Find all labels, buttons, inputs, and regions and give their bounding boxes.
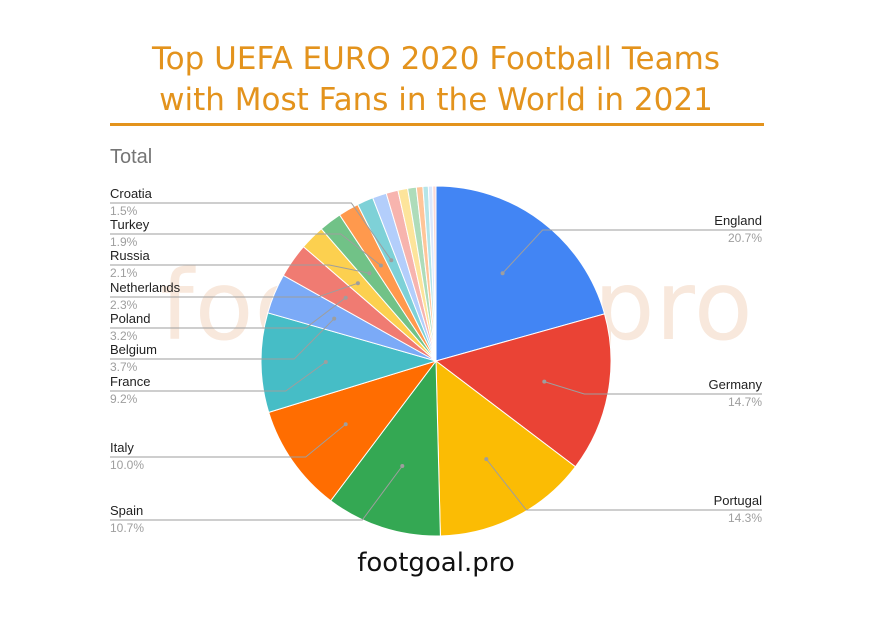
chart-title-line-2: with Most Fans in the World in 2021	[159, 82, 713, 118]
leader-dot-netherlands	[355, 281, 360, 286]
leader-dot-belgium	[332, 316, 337, 321]
slice-percent-france: 9.2%	[110, 392, 138, 406]
leader-line-germany	[544, 381, 762, 395]
slice-label-england: England	[714, 213, 762, 228]
leader-dot-germany	[542, 379, 547, 384]
chart-title-line-1: Top UEFA EURO 2020 Football Teams	[152, 41, 720, 77]
leader-line-croatia	[110, 202, 392, 261]
slice-percent-croatia: 1.5%	[110, 204, 138, 218]
slice-label-russia: Russia	[110, 248, 151, 263]
pie-slice-france[interactable]	[260, 312, 438, 413]
slice-label-italy: Italy	[110, 440, 134, 455]
leader-line-spain	[110, 465, 403, 521]
slice-percent-portugal: 14.3%	[728, 511, 762, 525]
leader-line-netherlands	[110, 282, 359, 298]
leader-line-england	[502, 229, 762, 274]
slice-percent-russia: 2.1%	[110, 266, 138, 280]
leader-dot-spain	[400, 464, 405, 468]
slice-percent-england: 20.7%	[728, 231, 762, 245]
leader-dot-france	[323, 360, 328, 364]
leader-dot-italy	[343, 422, 348, 427]
slice-label-turkey: Turkey	[110, 217, 150, 232]
leader-dot-england	[500, 271, 505, 276]
leader-dot-portugal	[484, 457, 489, 462]
slice-percent-netherlands: 2.3%	[110, 298, 138, 312]
slice-percent-spain: 10.7%	[110, 521, 144, 535]
slice-percent-poland: 3.2%	[110, 329, 138, 343]
slice-label-spain: Spain	[110, 503, 143, 518]
slice-label-germany: Germany	[709, 377, 763, 392]
pie-slice-portugal[interactable]	[435, 359, 577, 537]
title-underline	[110, 123, 764, 126]
pie-slice-england[interactable]	[435, 185, 606, 362]
pie-slice-italy[interactable]	[268, 360, 438, 502]
slice-percent-belgium: 3.7%	[110, 360, 138, 374]
slice-label-france: France	[110, 374, 150, 389]
leader-line-poland	[110, 297, 347, 329]
slice-percent-italy: 10.0%	[110, 458, 144, 472]
leader-dot-turkey	[378, 263, 383, 268]
chart-subtitle: Total	[110, 146, 153, 168]
leader-line-france	[110, 361, 327, 392]
leader-dot-russia	[367, 271, 372, 276]
slice-label-belgium: Belgium	[110, 342, 157, 357]
leader-line-belgium	[110, 318, 335, 360]
slice-label-croatia: Croatia	[110, 186, 153, 201]
leader-line-italy	[110, 423, 347, 458]
leader-line-turkey	[110, 233, 382, 266]
leader-line-russia	[110, 264, 370, 274]
leader-line-portugal	[485, 458, 762, 511]
slice-label-poland: Poland	[110, 311, 150, 326]
labels-layer: England 20.7% Germany 14.7% Portugal 14.3% Spa…	[110, 186, 762, 535]
slice-percent-turkey: 1.9%	[110, 235, 138, 249]
pie-slice-other-19[interactable]	[432, 185, 437, 362]
slice-label-netherlands: Netherlands	[110, 280, 181, 295]
leader-dot-croatia	[389, 258, 394, 263]
leader-dot-poland	[343, 295, 348, 300]
source-label: footgoal.pro	[357, 548, 515, 578]
pie-slice-spain[interactable]	[329, 359, 441, 537]
slice-percent-germany: 14.7%	[728, 395, 762, 409]
slice-label-portugal: Portugal	[714, 493, 763, 508]
